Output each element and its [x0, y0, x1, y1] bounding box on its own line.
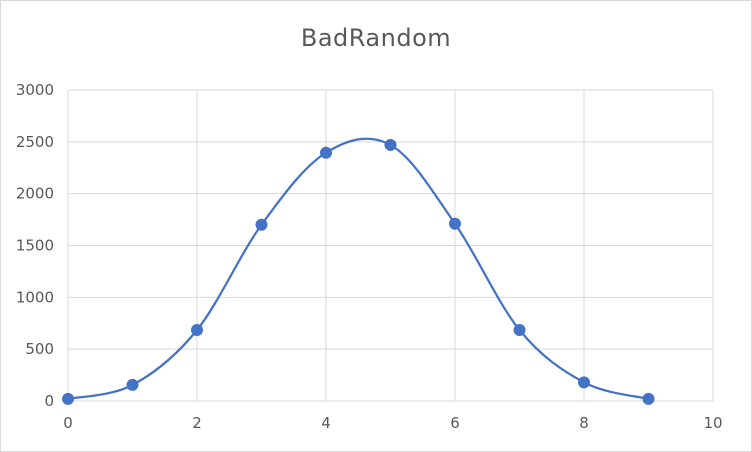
data-point — [449, 217, 461, 230]
data-point — [255, 218, 268, 231]
series-line — [67, 137, 649, 401]
x-tick-label: 0 — [63, 414, 73, 432]
data-point — [578, 376, 590, 389]
y-tick-label: 2500 — [16, 133, 54, 151]
x-tick-label: 4 — [321, 414, 331, 432]
y-tick-label: 3000 — [16, 81, 54, 99]
y-tick-label: 0 — [44, 392, 54, 410]
x-tick-label: 8 — [579, 414, 589, 432]
data-point — [513, 323, 526, 336]
x-tick-label: 10 — [703, 414, 722, 432]
y-tick-label: 1500 — [16, 237, 54, 255]
x-tick-label: 2 — [192, 414, 202, 432]
data-point — [126, 378, 139, 391]
data-point — [62, 392, 74, 405]
y-tick-label: 500 — [25, 340, 54, 358]
data-point — [191, 323, 203, 336]
y-tick-label: 2000 — [16, 185, 54, 203]
data-point — [384, 138, 397, 151]
x-tick-label: 6 — [450, 414, 460, 432]
y-tick-label: 1000 — [16, 288, 54, 306]
chart-title: BadRandom — [300, 24, 452, 52]
data-point — [320, 146, 332, 159]
data-point — [642, 392, 655, 405]
